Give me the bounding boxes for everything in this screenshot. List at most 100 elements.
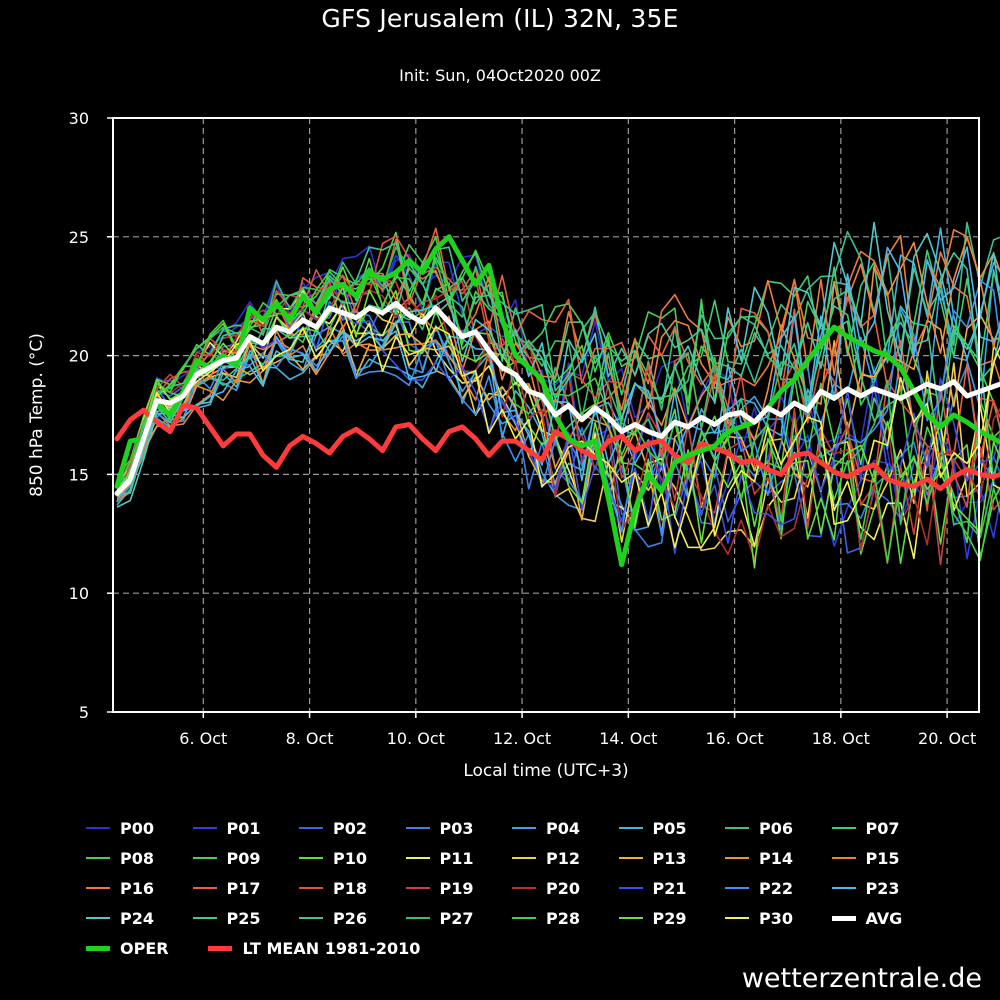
legend-item: AVG — [831, 906, 902, 930]
legend-swatch — [405, 827, 430, 829]
legend-item: P27 — [405, 906, 474, 930]
series-line-oper — [114, 234, 1000, 568]
legend-label: P10 — [333, 848, 367, 868]
legend-label: P04 — [546, 818, 580, 838]
legend-swatch — [831, 827, 856, 829]
legend-label: P29 — [652, 908, 687, 928]
legend-item: P22 — [725, 876, 793, 900]
legend-item: P23 — [831, 876, 900, 900]
legend-label: P25 — [226, 908, 261, 928]
legend-swatch — [618, 917, 643, 919]
y-tick-label: 5 — [79, 703, 89, 722]
legend-item: P10 — [299, 846, 367, 870]
legend-item: P19 — [405, 876, 474, 900]
legend-label: P20 — [546, 878, 580, 898]
legend-swatch — [192, 827, 217, 829]
legend-label: P16 — [120, 878, 154, 898]
legend-item: P03 — [405, 816, 474, 840]
series-line-avg — [114, 300, 1000, 496]
legend-swatch — [512, 887, 536, 889]
axes-layer: 5 10 15 20 25 30 6. Oct 8. Oct 10. Oct 12. Oct 14.… — [69, 109, 977, 748]
legend-label: P03 — [439, 818, 474, 838]
legend-swatch — [405, 857, 430, 859]
y-tick-label: 10 — [69, 584, 89, 603]
legend-swatch — [192, 857, 217, 859]
legend-label: P07 — [865, 818, 900, 838]
main-series-layer — [114, 234, 1000, 568]
y-tick-label: 20 — [69, 347, 89, 366]
legend-label: P18 — [333, 878, 367, 898]
legend-swatch — [725, 887, 749, 889]
legend-item: OPER — [86, 936, 169, 960]
legend-label: P26 — [333, 908, 367, 928]
plot-area: 5 10 15 20 25 30 6. Oct 8. Oct 10. Oct 12. Oct 14.… — [27, 109, 1000, 781]
legend-item: P13 — [618, 846, 687, 870]
ensemble-line-p28 — [116, 256, 1000, 564]
legend-item: P00 — [86, 816, 154, 840]
legend-label: P14 — [759, 848, 793, 868]
legend-label: P30 — [759, 908, 793, 928]
legend-swatch — [86, 827, 110, 829]
legend-label: P17 — [226, 878, 261, 898]
legend-swatch — [831, 915, 856, 921]
legend-label: P11 — [439, 848, 474, 868]
legend-item: P29 — [618, 906, 687, 930]
ensemble-line-p30 — [116, 309, 1000, 549]
legend-swatch — [299, 857, 323, 859]
legend-swatch — [405, 917, 430, 919]
legend-swatch — [405, 887, 430, 889]
legend-label: P08 — [120, 848, 154, 868]
legend-item: P28 — [512, 906, 580, 930]
legend-swatch — [86, 887, 110, 889]
x-tick-label: 8. Oct — [286, 729, 334, 748]
legend-label: P22 — [759, 878, 793, 898]
legend-item: P14 — [725, 846, 793, 870]
legend-item: P26 — [299, 906, 367, 930]
legend-item: P05 — [618, 816, 687, 840]
ensemble-line-p23 — [116, 246, 1000, 497]
legend-item: P18 — [299, 876, 367, 900]
legend-swatch — [86, 945, 110, 951]
legend-item: P24 — [86, 906, 154, 930]
legend-label: P09 — [226, 848, 261, 868]
legend-item: P04 — [512, 816, 580, 840]
legend-label: P06 — [759, 818, 793, 838]
chart-title: GFS Jerusalem (IL) 32N, 35E — [321, 4, 679, 33]
legend-item: P02 — [299, 816, 367, 840]
legend-swatch — [299, 887, 323, 889]
legend-label: OPER — [120, 938, 169, 958]
ensemble-line-p26 — [116, 242, 1000, 496]
legend-label: P12 — [546, 848, 580, 868]
legend-label: P01 — [226, 818, 261, 838]
legend-label: P19 — [439, 878, 474, 898]
legend-item: P09 — [192, 846, 261, 870]
legend-swatch — [512, 827, 536, 829]
legend-swatch — [299, 827, 323, 829]
legend-swatch — [512, 917, 536, 919]
legend-label: P15 — [865, 848, 900, 868]
legend-item: P17 — [192, 876, 261, 900]
x-tick-label: 16. Oct — [706, 729, 764, 748]
legend-swatch — [618, 857, 643, 859]
legend-swatch — [299, 917, 323, 919]
chart-subtitle: Init: Sun, 04Oct2020 00Z — [399, 66, 601, 85]
legend-swatch — [192, 917, 217, 919]
legend-swatch — [725, 857, 749, 859]
legend-item: P20 — [512, 876, 580, 900]
legend-item: P21 — [618, 876, 687, 900]
y-tick-label: 30 — [69, 109, 89, 128]
x-axis-label: Local time (UTC+3) — [463, 761, 628, 781]
y-tick-label: 25 — [69, 228, 89, 247]
x-tick-label: 20. Oct — [918, 729, 976, 748]
legend-swatch — [208, 945, 233, 951]
y-tick-label: 15 — [69, 465, 89, 484]
legend-item: P15 — [831, 846, 900, 870]
legend-label: P23 — [865, 878, 900, 898]
legend-label: P05 — [652, 818, 687, 838]
legend-swatch — [192, 887, 217, 889]
legend-label: LT MEAN 1981-2010 — [242, 938, 421, 958]
legend-item: P06 — [725, 816, 793, 840]
legend-item: P11 — [405, 846, 474, 870]
legend-label: P02 — [333, 818, 367, 838]
legend-swatch — [725, 827, 749, 829]
